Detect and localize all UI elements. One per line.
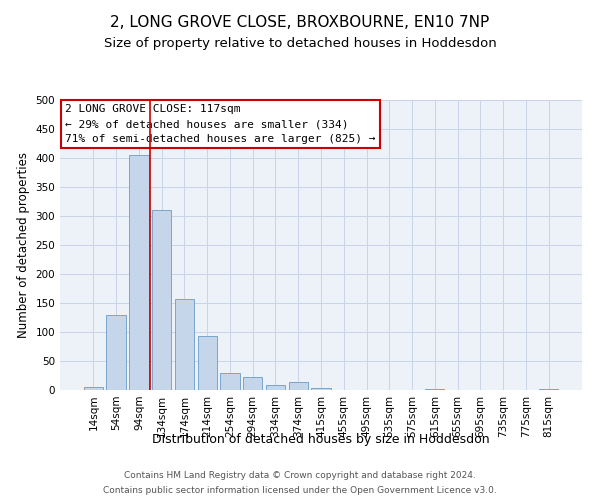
Text: 2 LONG GROVE CLOSE: 117sqm
← 29% of detached houses are smaller (334)
71% of sem: 2 LONG GROVE CLOSE: 117sqm ← 29% of deta…: [65, 104, 376, 144]
Y-axis label: Number of detached properties: Number of detached properties: [17, 152, 30, 338]
Text: Contains HM Land Registry data © Crown copyright and database right 2024.: Contains HM Land Registry data © Crown c…: [124, 471, 476, 480]
Bar: [152, 210, 172, 390]
Bar: [425, 389, 445, 390]
Text: Size of property relative to detached houses in Hoddesdon: Size of property relative to detached ho…: [104, 38, 496, 51]
Bar: [220, 372, 239, 390]
Text: Distribution of detached houses by size in Hoddesdon: Distribution of detached houses by size …: [152, 432, 490, 446]
Text: Contains public sector information licensed under the Open Government Licence v3: Contains public sector information licen…: [103, 486, 497, 495]
Text: 2, LONG GROVE CLOSE, BROXBOURNE, EN10 7NP: 2, LONG GROVE CLOSE, BROXBOURNE, EN10 7N…: [110, 15, 490, 30]
Bar: [243, 377, 262, 390]
Bar: [84, 387, 103, 390]
Bar: [311, 388, 331, 390]
Bar: [197, 336, 217, 390]
Bar: [266, 386, 285, 390]
Bar: [539, 389, 558, 390]
Bar: [106, 314, 126, 390]
Bar: [129, 155, 149, 390]
Bar: [175, 299, 194, 390]
Bar: [289, 382, 308, 390]
